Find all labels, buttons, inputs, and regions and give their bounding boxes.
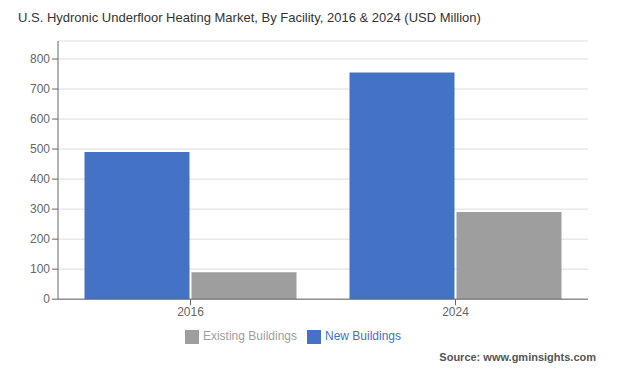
svg-text:600: 600 <box>30 112 50 126</box>
svg-text:2016: 2016 <box>177 305 204 319</box>
svg-text:700: 700 <box>30 82 50 96</box>
svg-text:500: 500 <box>30 142 50 156</box>
svg-text:100: 100 <box>30 262 50 276</box>
html-text:New Buildings: New Buildings <box>325 329 401 344</box>
svg-text:2024: 2024 <box>442 305 469 319</box>
svg-text:800: 800 <box>30 52 50 66</box>
svg-text:0: 0 <box>43 292 50 306</box>
html-text:Existing Buildings: Existing Buildings <box>202 329 297 344</box>
svg-text:200: 200 <box>30 232 50 246</box>
html-text:U.S. Hydronic Underfloor Heati: U.S. Hydronic Underfloor Heating Market,… <box>18 10 481 25</box>
html-text:Source: www.gminsights.com: Source: www.gminsights.com <box>439 351 596 363</box>
svg-text:400: 400 <box>30 172 50 186</box>
svg-text:300: 300 <box>30 202 50 216</box>
